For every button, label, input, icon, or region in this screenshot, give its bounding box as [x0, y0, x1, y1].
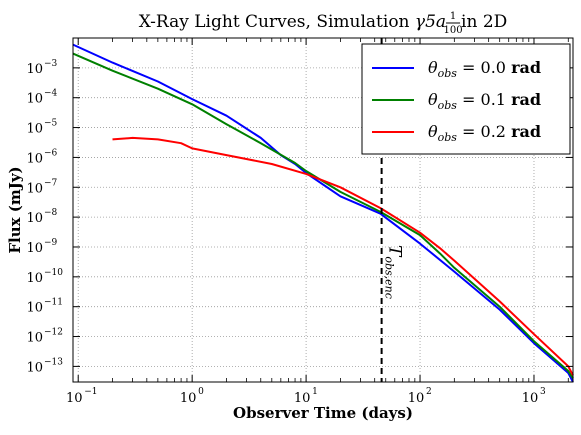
legend-theta-sub: obs [438, 67, 458, 80]
x-tick-exponent: 1 [312, 387, 318, 397]
tick-marks [73, 38, 573, 382]
y-tick-exponent: −9 [44, 238, 58, 248]
series-layer [72, 43, 574, 383]
x-tick-labels: 10 −1 10 0 10 1 10 2 10 3 [66, 387, 546, 406]
x-tick-label: 10 [522, 391, 539, 406]
grid [73, 38, 573, 382]
series-line-1 [72, 52, 574, 379]
y-tick-exponent: −4 [44, 89, 58, 99]
legend-unit: rad [511, 90, 541, 109]
chart-title-gamma: γ5a [415, 12, 446, 32]
legend-entry-label: θobs = 0.0 rad [428, 58, 541, 80]
legend-entry-label: θobs = 0.1 rad [428, 90, 541, 112]
y-tick-exponent: −5 [44, 119, 58, 129]
y-tick-exponent: −13 [44, 357, 63, 367]
y-tick-exponent: −12 [44, 328, 63, 338]
y-tick-exponent: −11 [44, 298, 63, 308]
y-tick-label: 10 [26, 92, 43, 107]
legend-theta-sub: obs [438, 99, 458, 112]
y-tick-label: 10 [26, 211, 43, 226]
y-tick-label: 10 [26, 181, 43, 196]
y-tick-label: 10 [26, 360, 43, 375]
x-tick-exponent: 0 [198, 387, 204, 397]
chart-title-fraction-numerator: 1 [450, 11, 456, 22]
y-tick-label: 10 [26, 331, 43, 346]
y-tick-exponent: −3 [44, 59, 58, 69]
encounter-time-symbol: T [385, 245, 405, 258]
x-axis-label: Observer Time (days) [233, 404, 413, 422]
vertical-marker: Tobs,enc [380, 38, 405, 382]
y-tick-exponent: −6 [44, 148, 58, 158]
legend-theta-sub: obs [438, 131, 458, 144]
y-axis-label: Flux (mJy) [6, 166, 24, 253]
x-tick-label: 10 [408, 391, 425, 406]
y-tick-label: 10 [26, 62, 43, 77]
x-tick-exponent: 2 [426, 387, 432, 397]
x-tick-label: 10 [294, 391, 311, 406]
legend-theta: θ [428, 58, 438, 77]
encounter-time-subscript: obs,enc [383, 256, 396, 299]
legend-value: = 0.2 [457, 122, 511, 141]
x-tick-exponent: 3 [540, 387, 546, 397]
chart-title-prefix: X-Ray Light Curves, Simulation [139, 12, 415, 32]
legend-unit: rad [511, 122, 541, 141]
encounter-time-label: Tobs,enc [383, 245, 405, 299]
y-tick-label: 10 [26, 151, 43, 166]
legend-value: = 0.1 [457, 90, 511, 109]
y-tick-exponent: −10 [44, 268, 63, 278]
plot-frame [72, 37, 574, 383]
legend-theta: θ [428, 90, 438, 109]
chart-title: X-Ray Light Curves, Simulation γ5a [139, 12, 446, 32]
legend-value: = 0.0 [457, 58, 511, 77]
y-tick-label: 10 [26, 241, 43, 256]
x-tick-exponent: −1 [84, 387, 97, 397]
x-tick-label: 10 [66, 391, 83, 406]
y-tick-exponent: −7 [44, 178, 58, 188]
legend-unit: rad [511, 58, 541, 77]
legend-entry-label: θobs = 0.2 rad [428, 122, 541, 144]
chart-title-fraction-denominator: 100 [444, 25, 463, 36]
legend-theta: θ [428, 122, 438, 141]
series-line-2 [112, 136, 574, 376]
y-tick-exponent: −8 [44, 208, 58, 218]
y-tick-label: 10 [26, 122, 43, 137]
y-tick-label: 10 [26, 271, 43, 286]
x-tick-label: 10 [180, 391, 197, 406]
y-tick-labels: 10−1310−1210−1110−1010−910−810−710−610−5… [26, 59, 63, 376]
chart-title-suffix: in 2D [461, 12, 507, 32]
y-tick-label: 10 [26, 301, 43, 316]
